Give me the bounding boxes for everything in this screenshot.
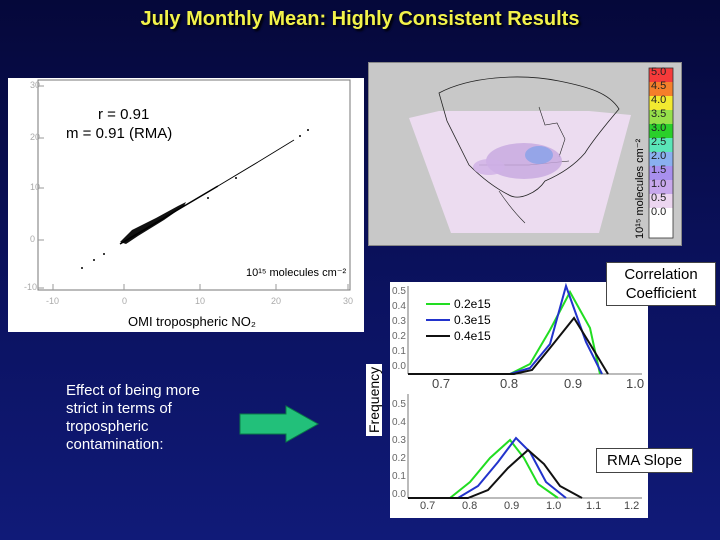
- scatter-plot-panel: r = 0.91 m = 0.91 (RMA) 10¹⁵ molecules c…: [8, 78, 364, 332]
- colorbar-tick: 0.0: [651, 206, 667, 218]
- colorbar-tick: 3.5: [651, 108, 667, 120]
- x-tick: 0.8: [462, 500, 478, 512]
- legend-entry: 0.4e15: [454, 329, 491, 343]
- y-tick: 0: [30, 234, 36, 244]
- colorbar-tick: 1.0: [651, 178, 667, 190]
- x-tick: -10: [46, 296, 60, 306]
- y-tick: 10: [30, 182, 41, 192]
- y-tick: 20: [30, 132, 41, 142]
- x-tick: 1.2: [624, 500, 640, 512]
- histogram-panel: 0.2e15 0.3e15 0.4e15 0.5 0.4 0.3 0.2 0.1…: [390, 282, 648, 518]
- y-tick: 0.4: [392, 417, 406, 428]
- legend-entry: 0.2e15: [454, 297, 491, 311]
- colorbar-tick: 3.0: [651, 122, 667, 134]
- y-axis-label: Our tropospheric NO₂: [12, 133, 27, 258]
- colorbar-tick: 4.0: [651, 94, 667, 106]
- x-tick: 0: [122, 296, 128, 306]
- map-colorbar: [648, 67, 674, 239]
- y-tick: 0.5: [392, 399, 406, 410]
- series-line-0.4e15-bottom: [408, 448, 583, 499]
- right-arrow-icon: [239, 405, 320, 443]
- y-tick: 0.0: [392, 489, 406, 500]
- x-tick: 20: [271, 296, 282, 306]
- colorbar-tick: 0.5: [651, 192, 667, 204]
- frequency-axis-label: Frequency: [366, 363, 382, 436]
- scatter-plot: [37, 79, 351, 291]
- x-tick: 1.0: [626, 376, 645, 391]
- x-tick: 0.9: [504, 500, 520, 512]
- colorbar-ticks: 5.0 4.5 4.0 3.5 3.0 2.5 2.0 1.5 1.0 0.5 …: [651, 65, 681, 219]
- y-tick: 0.3: [392, 435, 406, 446]
- y-tick: 0.1: [392, 471, 406, 482]
- scatter-points: [81, 129, 309, 269]
- y-tick: 0.0: [392, 361, 406, 372]
- colorbar-tick: 2.5: [651, 136, 667, 148]
- no2-map: [369, 63, 681, 245]
- histograms: [407, 282, 642, 499]
- x-axis-label: OMI tropospheric NO₂: [128, 314, 256, 329]
- no2-map-panel: 5.0 4.5 4.0 3.5 3.0 2.5 2.0 1.5 1.0 0.5 …: [368, 62, 682, 246]
- series-line-0.2e15-bottom: [408, 438, 559, 499]
- units-label: 10¹⁵ molecules cm⁻²: [246, 267, 347, 279]
- series-line-0.3e15-bottom: [408, 436, 567, 499]
- correlation-coefficient-label: Correlation Coefficient: [606, 262, 716, 306]
- top-y-ticks: 0.5 0.4 0.3 0.2 0.1 0.0: [392, 284, 406, 374]
- colorbar-label: 10¹⁵ molecules cm⁻²: [634, 138, 646, 239]
- x-tick: 0.7: [420, 500, 436, 512]
- colorbar-tick: 4.5: [651, 80, 667, 92]
- series-line-0.4e15-top: [408, 316, 609, 375]
- y-tick: 0.3: [392, 316, 406, 327]
- y-tick: -10: [24, 282, 38, 292]
- slide-title: July Monthly Mean: Highly Consistent Res…: [140, 8, 580, 30]
- legend-entry: 0.3e15: [454, 313, 491, 327]
- r-value: r = 0.91: [98, 106, 150, 123]
- effect-description: Effect of being more strict in terms of …: [66, 382, 200, 453]
- x-tick: 0.7: [432, 376, 451, 391]
- y-tick: 0.1: [392, 346, 406, 357]
- y-tick: 0.2: [392, 331, 406, 342]
- bottom-y-ticks: 0.5 0.4 0.3 0.2 0.1 0.0: [392, 396, 406, 504]
- north-america-outline: [438, 76, 620, 198]
- rma-slope-label: RMA Slope: [596, 448, 694, 473]
- y-tick: 0.4: [392, 301, 406, 312]
- x-tick: 10: [195, 296, 206, 306]
- colorbar-tick: 1.5: [651, 164, 667, 176]
- colorbar-tick: 2.0: [651, 150, 667, 162]
- y-tick: 0.2: [392, 453, 406, 464]
- y-tick: 30: [30, 80, 41, 90]
- x-tick: 0.8: [500, 376, 519, 391]
- legend: 0.2e15 0.3e15 0.4e15: [454, 296, 491, 344]
- x-tick: 1.1: [586, 500, 602, 512]
- y-tick: 0.5: [392, 286, 406, 297]
- x-tick: 0.9: [564, 376, 583, 391]
- x-tick: 1.0: [546, 500, 562, 512]
- colorbar-tick: 5.0: [651, 66, 667, 78]
- x-tick: 30: [343, 296, 354, 306]
- rma-slope-value: m = 0.91 (RMA): [66, 125, 173, 142]
